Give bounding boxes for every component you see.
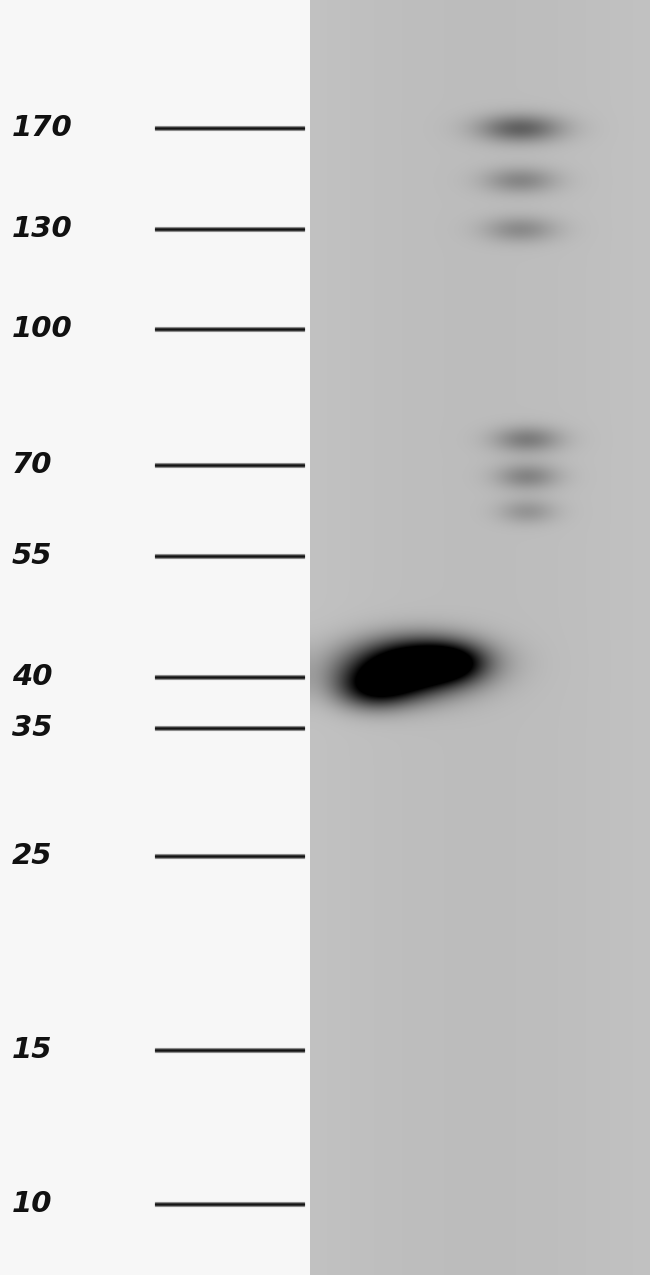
- Text: 170: 170: [12, 113, 73, 142]
- Text: 70: 70: [12, 451, 53, 479]
- Text: 40: 40: [12, 663, 53, 691]
- Text: 130: 130: [12, 215, 73, 244]
- Text: 55: 55: [12, 542, 53, 570]
- Text: 10: 10: [12, 1190, 53, 1218]
- Text: 25: 25: [12, 842, 53, 870]
- Text: 15: 15: [12, 1037, 53, 1065]
- Text: 100: 100: [12, 315, 73, 343]
- Text: 35: 35: [12, 714, 53, 742]
